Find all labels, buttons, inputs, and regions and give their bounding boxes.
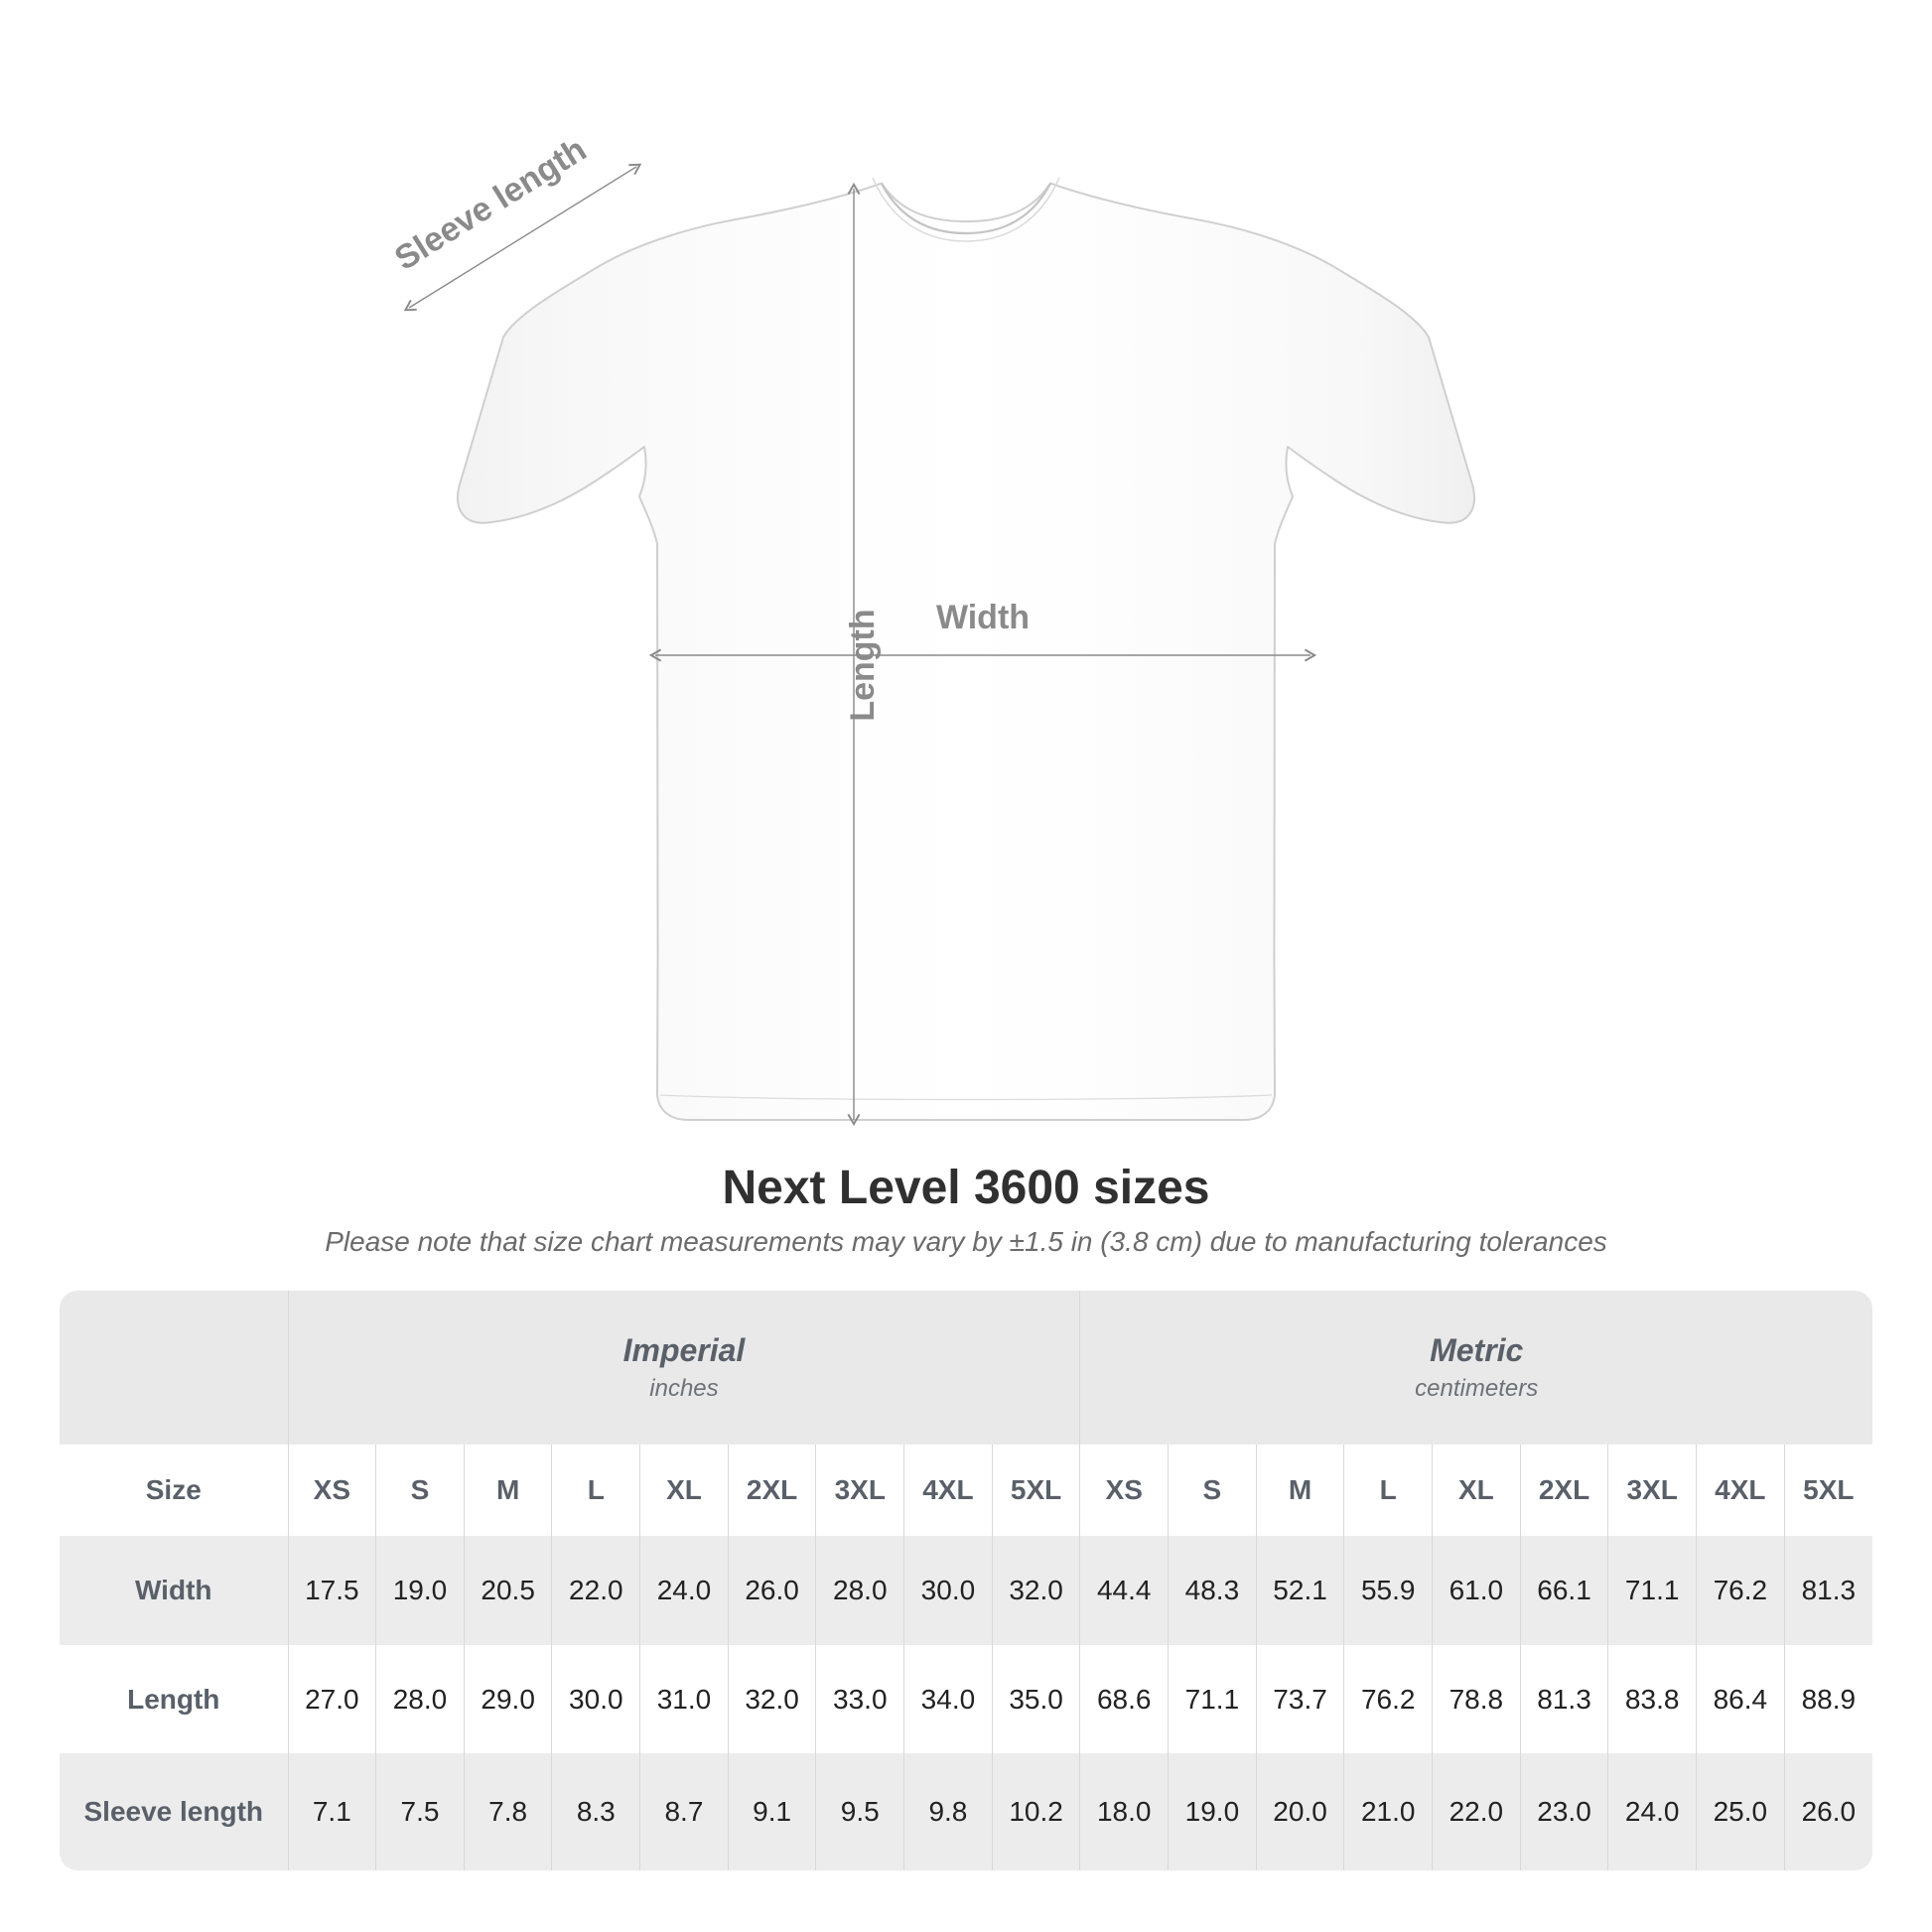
svg-text:Sleeve length: Sleeve length	[388, 130, 593, 277]
svg-text:Width: Width	[936, 599, 1030, 636]
svg-text:Length: Length	[844, 609, 882, 721]
